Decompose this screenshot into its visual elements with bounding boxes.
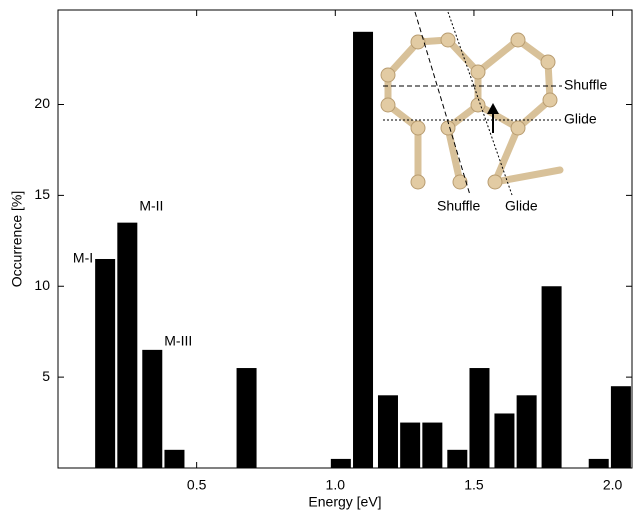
bar — [422, 422, 443, 468]
bar — [236, 368, 257, 468]
x-tick-label: 1.5 — [464, 477, 484, 493]
inset-image: Shuffle Glide Shuffle Glide — [380, 11, 608, 214]
annotation: M-III — [164, 333, 192, 349]
bar — [469, 368, 490, 468]
y-tick-label: 5 — [42, 368, 50, 384]
inset-label: Glide — [564, 111, 597, 127]
bar — [164, 449, 185, 468]
inset-label: Glide — [505, 198, 538, 214]
bar — [95, 258, 116, 468]
bar — [142, 349, 163, 468]
bar — [377, 395, 398, 468]
y-tick-label: 10 — [34, 277, 50, 293]
bar — [447, 449, 468, 468]
x-tick-label: 2.0 — [603, 477, 623, 493]
bar — [588, 458, 609, 468]
y-tick-label: 20 — [34, 95, 50, 111]
x-tick-label: 1.0 — [326, 477, 346, 493]
annotation: M-II — [139, 197, 163, 213]
x-axis-label: Energy [eV] — [308, 494, 381, 510]
y-axis-label: Occurrence [%] — [9, 191, 25, 287]
bar — [400, 422, 421, 468]
bar — [541, 286, 562, 468]
inset-label: Shuffle — [564, 77, 608, 93]
inset-label: Shuffle — [437, 198, 481, 214]
bar — [330, 458, 351, 468]
bar — [494, 413, 515, 468]
annotation: M-I — [73, 250, 93, 266]
bar — [610, 386, 631, 468]
x-tick-label: 0.5 — [187, 477, 207, 493]
y-tick-label: 15 — [34, 186, 50, 202]
bar — [516, 395, 537, 468]
bar — [353, 31, 374, 469]
bar — [117, 222, 138, 468]
